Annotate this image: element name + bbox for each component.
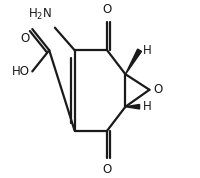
Text: O: O <box>154 83 163 96</box>
Polygon shape <box>125 104 140 109</box>
Text: H: H <box>142 100 151 113</box>
Text: O: O <box>102 3 112 16</box>
Text: H: H <box>142 44 151 57</box>
Text: O: O <box>102 163 112 176</box>
Text: O: O <box>20 32 29 45</box>
Text: HO: HO <box>11 65 29 78</box>
Text: H$_2$N: H$_2$N <box>28 7 52 22</box>
Polygon shape <box>125 49 142 74</box>
